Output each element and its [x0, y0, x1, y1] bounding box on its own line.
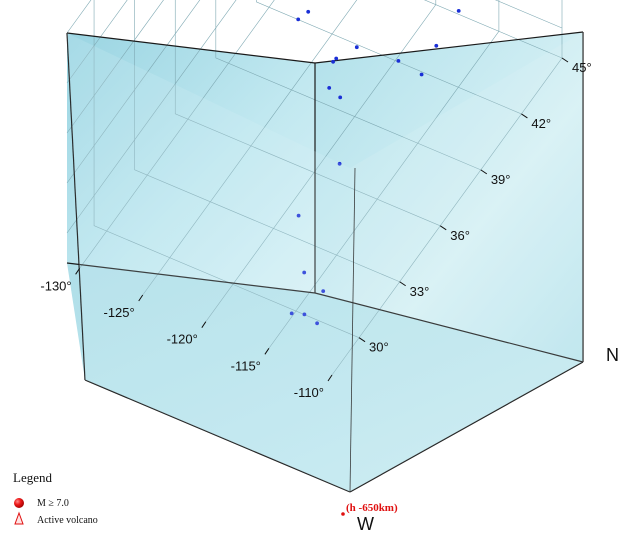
y-tick-label: 36°	[450, 228, 470, 243]
box-front-edges	[66, 32, 584, 493]
x-tick-mark	[75, 268, 81, 275]
y-tick-mark	[480, 169, 488, 175]
x-tick-label: -110°	[294, 385, 324, 400]
gridline-lat	[93, 0, 360, 338]
event-point	[434, 43, 439, 48]
event-point	[327, 86, 332, 90]
event-point	[289, 311, 294, 316]
box-floor	[67, 263, 583, 492]
event-point	[315, 321, 319, 326]
x-axis-ticks: -130° -125° -120° -115° -110°	[40, 268, 333, 400]
x-tick-label: -120°	[167, 332, 198, 347]
y-tick-mark	[521, 113, 528, 119]
event-point	[338, 95, 343, 100]
y-tick-label: 42°	[531, 116, 551, 131]
event-point	[334, 56, 339, 61]
events-layer	[289, 9, 461, 326]
event-series	[289, 9, 461, 326]
y-tick-mark	[399, 281, 406, 287]
legend-marker-volcano-icon	[14, 511, 24, 525]
gridline-lat	[423, 0, 563, 59]
y-axis-name: N	[606, 345, 619, 365]
gridline-depth	[66, 0, 164, 134]
event-point	[331, 59, 335, 64]
gridline-lon	[79, 0, 275, 269]
y-tick-mark	[358, 337, 366, 343]
box-back-edges	[66, 31, 584, 363]
x-tick-label: -115°	[231, 358, 261, 373]
x-tick-mark	[327, 374, 333, 382]
depth-note: (h -650km)	[346, 502, 398, 514]
event-point	[306, 9, 311, 14]
event-point	[354, 45, 359, 50]
gridline-depth	[66, 0, 92, 34]
event-point	[296, 17, 301, 22]
gridline-lat	[134, 0, 400, 283]
y-tick-label: 45°	[572, 60, 592, 75]
event-point	[321, 289, 326, 293]
event-point	[296, 213, 301, 218]
event-point	[337, 161, 342, 166]
x-tick-mark	[138, 294, 144, 302]
gridline-depth	[66, 0, 563, 234]
legend-marker-large-event	[14, 498, 24, 508]
x-tick-label: -130°	[40, 278, 71, 293]
gridline-depth	[66, 0, 201, 184]
x-axis-name: W	[357, 514, 374, 534]
y-axis-ticks: 30° 33° 36° 39° 42° 45°	[358, 57, 592, 355]
event-point	[302, 270, 307, 275]
gridline-lat	[174, 0, 441, 227]
event-point	[302, 312, 307, 317]
y-tick-label: 39°	[491, 172, 511, 187]
gridline-lon	[142, 0, 358, 296]
legend: Legend M ≥ 7.0 Active volcano	[13, 470, 98, 526]
y-tick-label: 33°	[410, 284, 430, 299]
x-tick-mark	[201, 321, 207, 328]
gridline-lat	[256, 0, 522, 115]
legend-title: Legend	[13, 470, 52, 485]
x-tick-label: -125°	[103, 305, 134, 320]
event-point	[396, 59, 401, 63]
event-point	[419, 72, 424, 77]
legend-label-large-event: M ≥ 7.0	[37, 498, 69, 509]
legend-label-volcano: Active volcano	[37, 515, 98, 526]
y-tick-label: 30°	[369, 340, 389, 355]
y-tick-mark	[439, 225, 447, 231]
event-point	[456, 9, 461, 13]
x-tick-mark	[264, 348, 270, 355]
box-side-wall	[315, 32, 583, 362]
box-gridlines	[66, 0, 563, 376]
y-tick-mark	[561, 57, 569, 63]
box-front-glass	[67, 32, 583, 492]
depth-note-marker	[341, 512, 345, 516]
gridline-lat	[215, 0, 481, 171]
